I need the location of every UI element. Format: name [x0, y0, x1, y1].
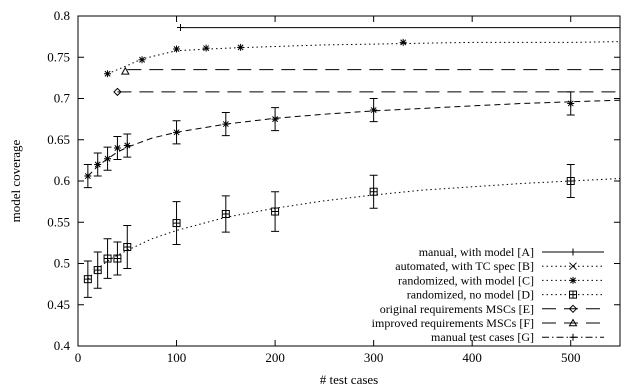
data-point-cross [84, 275, 92, 283]
legend-label: randomized, no model [D] [407, 288, 534, 302]
data-point [222, 120, 230, 128]
data-point [104, 70, 112, 78]
data-point-cross [123, 243, 131, 251]
y-tick-label: 0.65 [47, 132, 70, 147]
data-point-cross [370, 188, 378, 196]
data-point [104, 155, 112, 163]
series-improved-requirements-mscs-f [120, 66, 620, 75]
data-point [173, 45, 181, 53]
series-line [87, 178, 621, 280]
data-point [123, 142, 131, 150]
series-line [107, 41, 621, 75]
legend-label: manual, with model [A] [419, 245, 534, 259]
legend: manual, with model [A]automated, with TC… [372, 245, 604, 344]
data-point [84, 172, 92, 180]
y-tick-label: 0.45 [47, 297, 70, 312]
data-point [271, 115, 279, 123]
legend-swatch-marker [569, 276, 577, 284]
y-tick-label: 0.7 [54, 91, 71, 106]
legend-swatch-marker-cross [569, 291, 577, 299]
data-point-cross [271, 208, 279, 216]
y-tick-label: 0.8 [54, 8, 70, 23]
series-original-requirements-mscs-e [113, 87, 620, 97]
legend-label: manual test cases [G] [431, 330, 534, 344]
series-line [87, 99, 621, 177]
y-tick-label: 0.75 [47, 49, 70, 64]
series-unlabeled-7 [83, 91, 621, 189]
legend-label: automated, with TC spec [B] [395, 259, 534, 273]
series-layer [83, 24, 621, 298]
series-randomized-no-model-d [83, 164, 621, 298]
data-point-cross [173, 219, 181, 227]
legend-swatch-marker [568, 318, 578, 327]
data-point [399, 38, 407, 46]
series-manual-with-model-a [176, 24, 620, 32]
legend-item: improved requirements MSCs [F] [372, 316, 604, 330]
data-point [120, 66, 130, 75]
legend-item: manual test cases [G] [431, 330, 604, 344]
legend-item: randomized, with model [C] [398, 273, 604, 287]
data-point [113, 144, 121, 152]
plot-border [77, 15, 621, 347]
y-tick-label: 0.4 [54, 338, 71, 353]
x-tick-label: 200 [265, 350, 285, 365]
data-point [370, 106, 378, 114]
data-point [94, 161, 102, 168]
x-tick-label: 400 [462, 350, 482, 365]
data-point [567, 99, 575, 107]
legend-item: automated, with TC spec [B] [395, 259, 604, 273]
legend-label: original requirements MSCs [E] [380, 302, 534, 316]
data-point [202, 44, 210, 52]
x-tick-label: 300 [364, 350, 384, 365]
x-tick-label: 500 [561, 350, 581, 365]
data-point-cross [94, 266, 102, 274]
data-point-cross [222, 210, 230, 218]
legend-item: original requirements MSCs [E] [380, 302, 604, 316]
data-point [113, 87, 122, 97]
x-tick-label: 0 [75, 350, 82, 365]
x-axis-label: # test cases [320, 372, 378, 387]
legend-swatch-marker [569, 248, 577, 256]
legend-label: randomized, with model [C] [398, 273, 534, 287]
data-point [173, 128, 181, 136]
plot-frame [77, 15, 621, 347]
data-point-cross [113, 255, 121, 263]
data-point [237, 43, 245, 51]
x-tick-label: 100 [167, 350, 187, 365]
data-point-cross [104, 255, 112, 263]
data-point [176, 24, 184, 32]
legend-swatch-marker [569, 333, 577, 341]
y-tick-label: 0.55 [47, 214, 70, 229]
y-axis-label: model coverage [8, 139, 23, 222]
data-point-cross [567, 177, 575, 185]
legend-swatch-marker [568, 304, 578, 314]
y-tick-label: 0.5 [54, 256, 70, 271]
legend-item: manual, with model [A] [419, 245, 604, 259]
legend-swatch-marker [569, 262, 577, 271]
legend-item: randomized, no model [D] [407, 288, 604, 302]
data-point [138, 56, 146, 64]
axis-ticks: 0.4 0.45 0.5 0.55 0.6 0.65 0.7 0.75 0.8 0 100 200 30… [47, 8, 620, 365]
series-randomized-with-model-c [104, 38, 621, 78]
y-tick-label: 0.6 [54, 173, 71, 188]
legend-label: improved requirements MSCs [F] [372, 316, 534, 330]
